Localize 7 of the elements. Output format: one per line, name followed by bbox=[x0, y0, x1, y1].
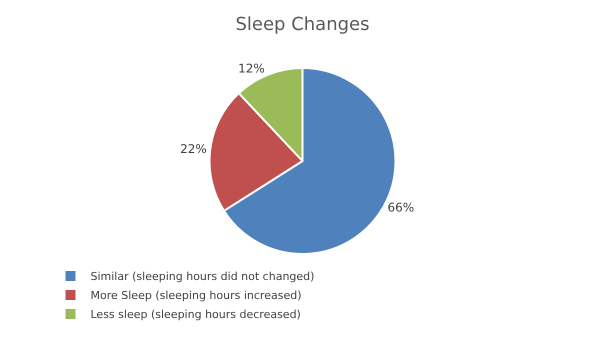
legend-label: Less sleep (sleeping hours decreased) bbox=[90, 308, 301, 322]
data-label: 12% bbox=[238, 61, 265, 76]
data-label: 22% bbox=[180, 142, 207, 156]
legend-label: Similar (sleeping hours did not changed) bbox=[90, 270, 314, 284]
chart-title: Sleep Changes bbox=[235, 14, 370, 36]
data-label: 66% bbox=[387, 200, 414, 214]
legend-label: More Sleep (sleeping hours increased) bbox=[90, 289, 302, 302]
